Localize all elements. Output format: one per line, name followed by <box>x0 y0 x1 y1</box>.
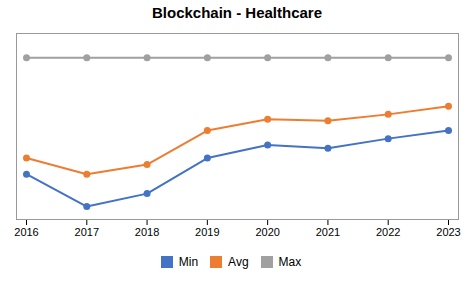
svg-text:2023: 2023 <box>436 226 460 238</box>
svg-text:2020: 2020 <box>255 226 279 238</box>
html-text:Avg: Avg <box>228 254 249 269</box>
svg-text:2016: 2016 <box>14 226 38 238</box>
svg-text:2022: 2022 <box>376 226 400 238</box>
html-text:Blockchain - Healthcare: Blockchain - Healthcare <box>152 4 322 21</box>
svg-text:2017: 2017 <box>75 226 99 238</box>
html-text:Max: Max <box>278 254 302 269</box>
svg-text:2019: 2019 <box>195 226 219 238</box>
html-text:Min: Min <box>178 254 199 269</box>
svg-text:2018: 2018 <box>135 226 159 238</box>
svg-text:2021: 2021 <box>316 226 340 238</box>
